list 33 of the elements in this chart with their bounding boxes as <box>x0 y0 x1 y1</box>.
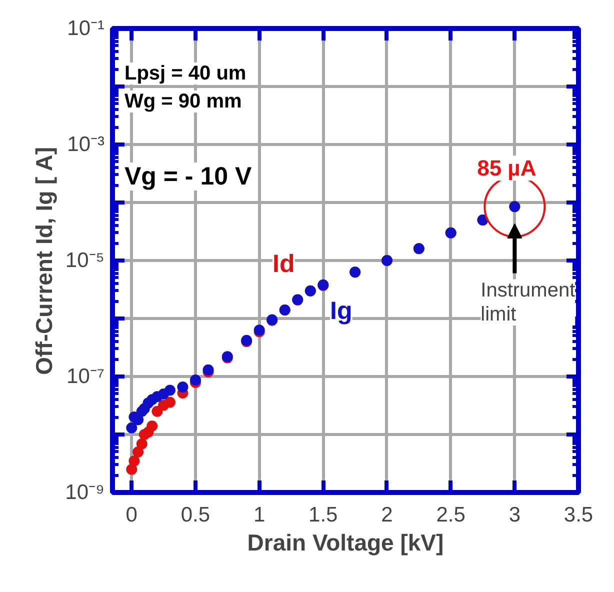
x-tick-label: 1 <box>253 504 266 526</box>
series-label: Id <box>272 250 295 278</box>
x-tick-label: 3 <box>508 504 521 526</box>
x-axis-title: Drain Voltage [kV] <box>247 530 444 556</box>
x-tick-label: 0 <box>126 504 138 526</box>
y-tick-label: 10⁻¹ <box>67 17 105 40</box>
annotation: Lpsj = 40 um <box>124 62 246 84</box>
point <box>164 396 176 408</box>
x-tick-label: 1.5 <box>308 504 338 526</box>
y-tick-label: 10⁻³ <box>67 133 105 156</box>
x-tick-label: 2.5 <box>436 504 466 526</box>
y-axis-title: Off-Current Id, Ig [ A] <box>31 147 58 375</box>
point <box>136 438 148 450</box>
point <box>152 406 163 417</box>
y-tick-label: 10⁻⁷ <box>66 365 105 388</box>
annotation: Instrument limit <box>480 279 576 326</box>
point <box>146 420 158 432</box>
point <box>190 374 201 386</box>
annotation: Wg = 90 mm <box>124 90 242 112</box>
x-tick-label: 3.5 <box>564 504 594 526</box>
x-tick-label: 0.5 <box>180 504 210 526</box>
x-tick-label: 2 <box>381 504 393 526</box>
point <box>128 455 140 466</box>
point <box>164 384 176 396</box>
point <box>132 446 144 458</box>
y-tick-label: 10⁻⁹ <box>65 481 105 504</box>
point <box>177 381 188 392</box>
point <box>126 464 138 475</box>
point <box>126 422 138 434</box>
series-label: Ig <box>330 296 352 325</box>
annotation: 85 µA <box>477 156 536 181</box>
y-tick-label: 10⁻⁵ <box>65 249 105 272</box>
annotation: Vg = - 10 V <box>124 162 252 190</box>
